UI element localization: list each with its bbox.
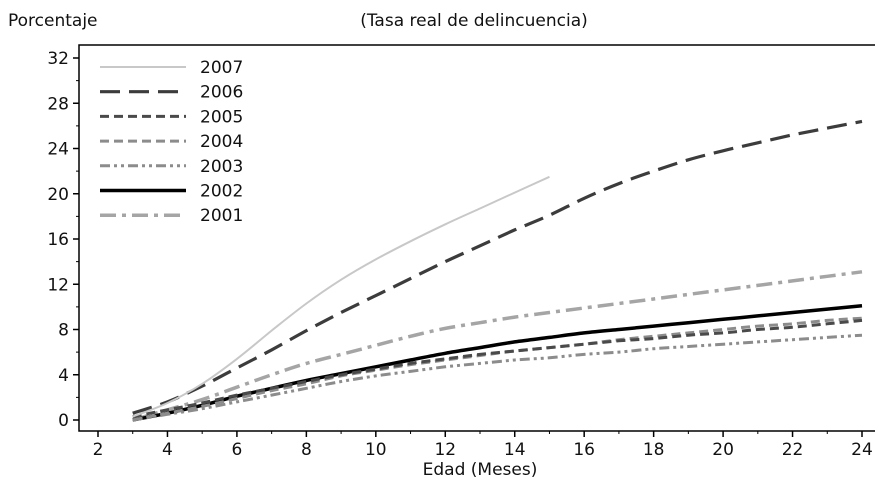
x-tick-label: 22 — [782, 440, 804, 460]
y-axis: 0 4 8 12 16 20 24 28 32 — [47, 49, 79, 431]
x-axis: 2 4 6 8 10 12 14 16 18 20 22 24 — [93, 431, 873, 460]
legend-label-2006: 2006 — [200, 83, 243, 103]
y-tick-label: 16 — [47, 230, 69, 250]
legend-label-2001: 2001 — [200, 206, 243, 226]
x-tick-label: 4 — [162, 440, 173, 460]
y-tick-label: 20 — [47, 185, 69, 205]
y-axis-title: Porcentaje — [8, 11, 98, 31]
series-line-2002 — [132, 303, 863, 422]
x-axis-title: Edad (Meses) — [423, 460, 538, 480]
x-tick-label: 2 — [93, 440, 104, 460]
series-line-2001 — [132, 270, 863, 422]
legend-label-2002: 2002 — [200, 182, 243, 202]
x-tick-label: 20 — [712, 440, 734, 460]
y-tick-label: 12 — [47, 275, 69, 295]
y-tick-label: 8 — [58, 321, 69, 341]
y-tick-label: 32 — [47, 49, 69, 69]
legend-label-2003: 2003 — [200, 157, 243, 177]
series-lines — [132, 119, 863, 422]
legend-label-2004: 2004 — [200, 132, 243, 152]
y-tick-label: 0 — [58, 411, 69, 431]
series-line-2006 — [132, 119, 863, 415]
series-line-2005 — [132, 318, 863, 419]
y-tick-label: 4 — [58, 366, 69, 386]
x-tick-label: 16 — [573, 440, 595, 460]
plot-frame — [78, 44, 875, 432]
x-tick-label: 24 — [851, 440, 873, 460]
y-tick-label: 28 — [47, 94, 69, 114]
x-tick-label: 14 — [504, 440, 526, 460]
y-tick-label: 24 — [47, 140, 69, 160]
x-tick-label: 18 — [643, 440, 665, 460]
legend-label-2005: 2005 — [200, 107, 243, 127]
x-tick-label: 8 — [301, 440, 312, 460]
series-line-2007 — [132, 175, 550, 418]
series-line-2003 — [132, 333, 863, 422]
series-line-2004 — [132, 316, 863, 422]
legend: 2007 2006 2005 2004 2003 2002 2001 — [100, 58, 243, 226]
x-tick-label: 12 — [434, 440, 456, 460]
x-tick-label: 10 — [365, 440, 387, 460]
x-tick-label: 6 — [231, 440, 242, 460]
chart-title: (Tasa real de delincuencia) — [360, 11, 588, 31]
legend-label-2007: 2007 — [200, 58, 243, 78]
